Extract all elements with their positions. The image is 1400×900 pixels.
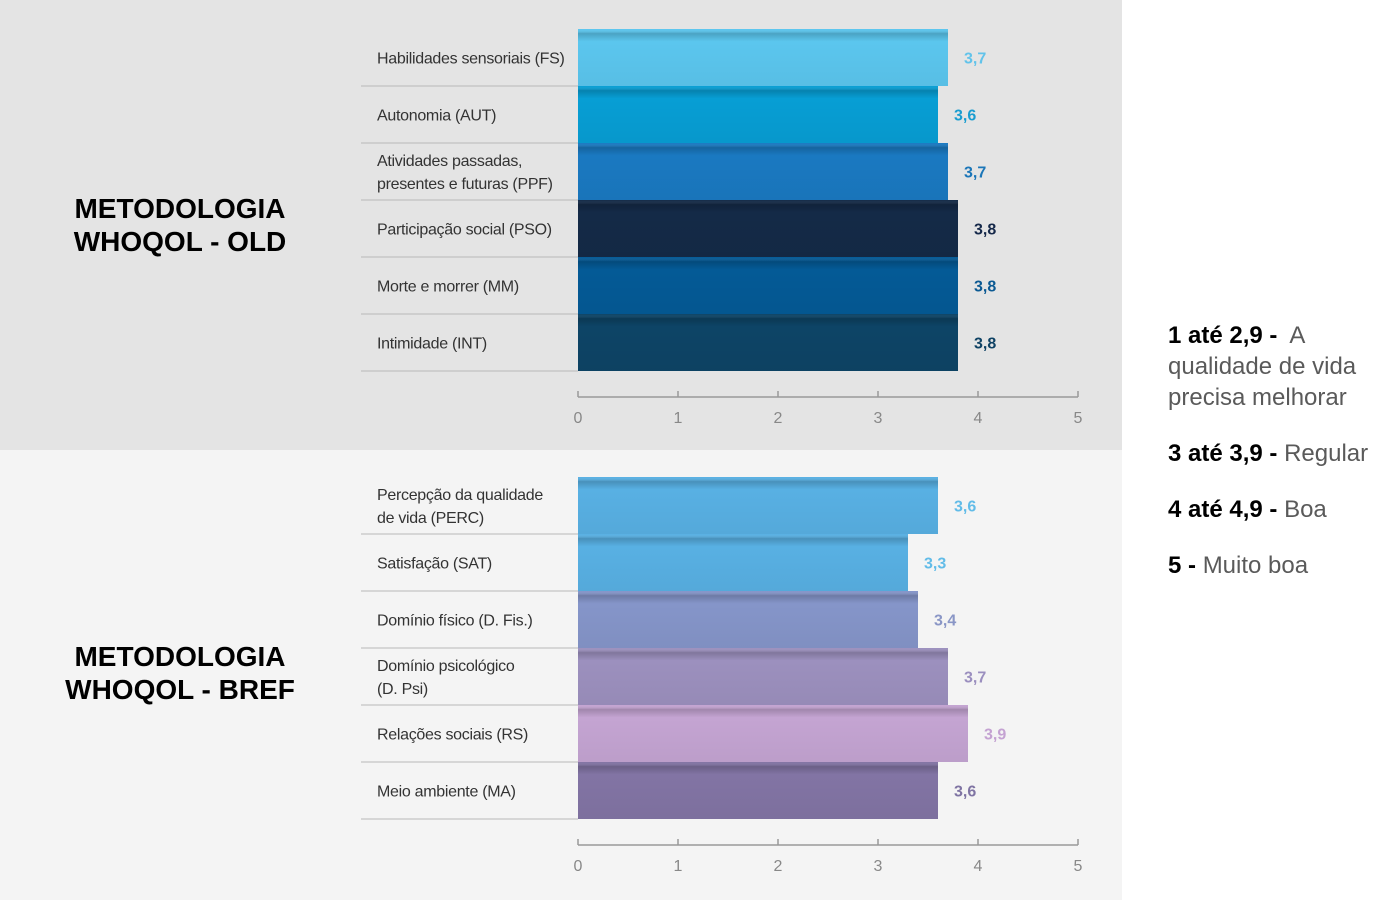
legend-item: 4 até 4,9 - Boa bbox=[1168, 494, 1393, 525]
bar-shade bbox=[578, 762, 938, 819]
bar-shade bbox=[578, 86, 938, 143]
bar-shade bbox=[578, 200, 958, 257]
category-label: Relações sociais (RS) bbox=[377, 727, 528, 744]
x-tick-label: 5 bbox=[1074, 858, 1083, 875]
score-legend: 1 até 2,9 - A qualidade de vida precisa … bbox=[1168, 320, 1393, 606]
legend-item: 3 até 3,9 - Regular bbox=[1168, 438, 1393, 469]
value-label: 3,7 bbox=[964, 165, 986, 182]
legend-description: A qualidade de vida precisa melhorar bbox=[1168, 322, 1357, 411]
category-label: Intimidade (INT) bbox=[377, 336, 487, 353]
chart-title-whoqol-old: METODOLOGIA WHOQOL - OLD bbox=[30, 192, 330, 258]
value-label: 3,6 bbox=[954, 108, 976, 125]
value-label: 3,6 bbox=[954, 784, 976, 801]
category-label: Morte e morrer (MM) bbox=[377, 279, 519, 296]
legend-range: 1 até 2,9 - bbox=[1168, 322, 1278, 349]
x-tick-label: 4 bbox=[974, 858, 983, 875]
legend-item: 5 - Muito boa bbox=[1168, 550, 1393, 581]
value-label: 3,8 bbox=[974, 336, 996, 353]
chart-title-whoqol-bref: METODOLOGIA WHOQOL - BREF bbox=[30, 640, 330, 706]
category-label: Meio ambiente (MA) bbox=[377, 784, 516, 801]
category-label: Satisfação (SAT) bbox=[377, 556, 492, 573]
legend-description: Boa bbox=[1284, 496, 1327, 523]
legend-range: 3 até 3,9 - bbox=[1168, 440, 1278, 467]
category-label: Percepção da qualidade de vida (PERC) bbox=[377, 487, 543, 527]
value-label: 3,8 bbox=[974, 222, 996, 239]
category-label: Domínio físico (D. Fis.) bbox=[377, 613, 533, 630]
x-tick-label: 4 bbox=[974, 410, 983, 427]
chart-title-line: METODOLOGIA bbox=[74, 641, 286, 672]
x-tick-label: 3 bbox=[874, 410, 883, 427]
chart-title-line: METODOLOGIA bbox=[74, 193, 286, 224]
bar-shade bbox=[578, 314, 958, 371]
legend-item: 1 até 2,9 - A qualidade de vida precisa … bbox=[1168, 320, 1393, 413]
x-tick-label: 0 bbox=[574, 858, 583, 875]
bar-shade bbox=[578, 591, 918, 648]
chart-whoqol-bref: Percepção da qualidade de vida (PERC) 3,6 S… bbox=[361, 477, 1083, 875]
category-label: Participação social (PSO) bbox=[377, 222, 552, 239]
bar-charts: Habilidades sensoriais (FS) 3,7 Autonomia … bbox=[361, 29, 1083, 875]
category-label: Autonomia (AUT) bbox=[377, 108, 496, 125]
value-label: 3,9 bbox=[984, 727, 1006, 744]
x-tick-label: 2 bbox=[774, 858, 783, 875]
bar-shade bbox=[578, 257, 958, 314]
value-label: 3,6 bbox=[954, 499, 976, 516]
value-label: 3,8 bbox=[974, 279, 996, 296]
bar-shade bbox=[578, 705, 968, 762]
chart-title-line: WHOQOL - OLD bbox=[73, 226, 287, 257]
x-tick-label: 3 bbox=[874, 858, 883, 875]
bar-shade bbox=[578, 648, 948, 705]
x-tick-label: 2 bbox=[774, 410, 783, 427]
x-tick-label: 5 bbox=[1074, 410, 1083, 427]
category-label: Atividades passadas, presentes e futuras … bbox=[377, 153, 553, 193]
x-tick-label: 1 bbox=[674, 858, 683, 875]
chart-whoqol-old: Habilidades sensoriais (FS) 3,7 Autonomia … bbox=[361, 29, 1083, 427]
legend-range: 4 até 4,9 - bbox=[1168, 496, 1278, 523]
legend-description: Regular bbox=[1284, 440, 1369, 467]
legend-description: Muito boa bbox=[1202, 552, 1309, 579]
legend-range: 5 - bbox=[1168, 552, 1197, 579]
category-label: Domínio psicológico (D. Psi) bbox=[377, 658, 515, 698]
x-tick-label: 1 bbox=[674, 410, 683, 427]
category-label: Habilidades sensoriais (FS) bbox=[377, 51, 565, 68]
value-label: 3,7 bbox=[964, 51, 986, 68]
bar-shade bbox=[578, 143, 948, 200]
value-label: 3,4 bbox=[934, 613, 956, 630]
bar-shade bbox=[578, 29, 948, 86]
value-label: 3,3 bbox=[924, 556, 946, 573]
bar-shade bbox=[578, 477, 938, 534]
chart-title-line: WHOQOL - BREF bbox=[65, 674, 295, 705]
bar-shade bbox=[578, 534, 908, 591]
x-tick-label: 0 bbox=[574, 410, 583, 427]
value-label: 3,7 bbox=[964, 670, 986, 687]
